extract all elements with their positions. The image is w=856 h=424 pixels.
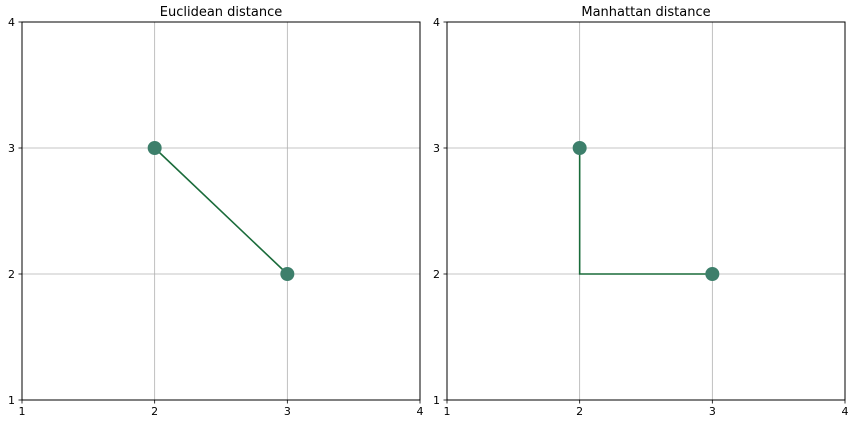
manhattan-distance-line — [578, 148, 713, 275]
manhattan-point-0 — [572, 141, 587, 155]
euclidean-point-0 — [147, 141, 162, 155]
euclidean-xtick-label-0: 1 — [19, 405, 26, 418]
manhattan-ytick-label-1: 2 — [433, 268, 440, 281]
manhattan-xtick-label-1: 2 — [576, 405, 583, 418]
euclidean-panel: Euclidean distance 1 2 3 4 1 2 3 4 — [8, 5, 424, 418]
euclidean-distance-line — [154, 147, 288, 275]
euclidean-ytick-label-0: 1 — [8, 394, 15, 407]
manhattan-ytick-label-0: 1 — [433, 394, 440, 407]
manhattan-title: Manhattan distance — [581, 5, 710, 20]
euclidean-point-1 — [280, 267, 295, 281]
euclidean-xtick-label-2: 3 — [284, 405, 291, 418]
euclidean-ytick-label-1: 2 — [8, 268, 15, 281]
manhattan-ytick-label-2: 3 — [433, 142, 440, 155]
euclidean-xtick-label-3: 4 — [417, 405, 424, 418]
euclidean-ytick-label-2: 3 — [8, 142, 15, 155]
manhattan-panel: Manhattan distance 1 2 3 4 1 2 3 4 — [433, 5, 849, 418]
euclidean-xtick-label-1: 2 — [151, 405, 158, 418]
euclidean-axes-frame — [21, 21, 421, 401]
manhattan-point-1 — [705, 267, 720, 281]
manhattan-ytick-label-3: 4 — [433, 16, 440, 29]
manhattan-xtick-label-0: 1 — [444, 405, 451, 418]
manhattan-xtick-label-2: 3 — [709, 405, 716, 418]
manhattan-axes-frame — [446, 21, 846, 401]
manhattan-xtick-label-3: 4 — [842, 405, 849, 418]
euclidean-title: Euclidean distance — [160, 5, 283, 20]
euclidean-ytick-label-3: 4 — [8, 16, 15, 29]
